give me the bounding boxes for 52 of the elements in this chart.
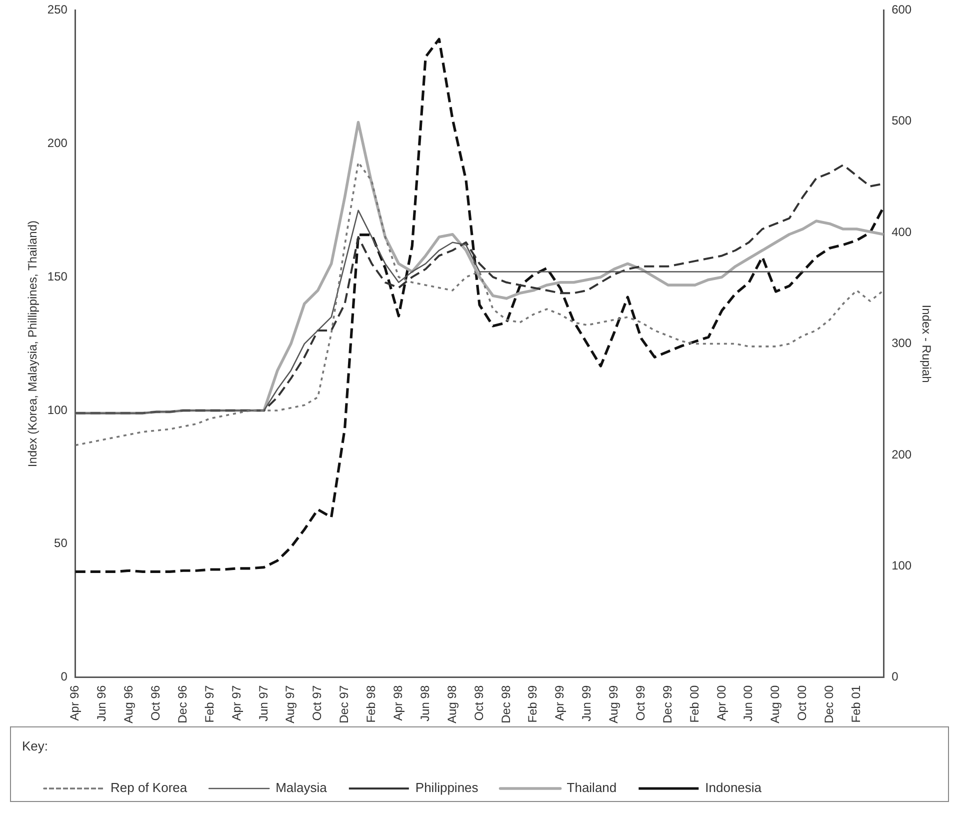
legend-label: Indonesia: [705, 780, 762, 796]
y-tick-label: 0: [60, 670, 68, 684]
y2-tick-label: 400: [892, 224, 912, 239]
x-tick-label: Dec 96: [175, 685, 190, 724]
y2-tick-label: 300: [892, 336, 912, 350]
x-tick-label: Feb 00: [687, 685, 702, 723]
x-tick-label: Jun 99: [580, 685, 594, 722]
x-tick-label: Aug 00: [768, 685, 782, 724]
x-tick-label: Oct 98: [472, 685, 486, 721]
y-tick-label: 50: [54, 536, 68, 550]
legend-label: Malaysia: [276, 780, 328, 796]
x-tick-label: Feb 98: [364, 685, 378, 723]
x-tick-label: Aug 96: [122, 685, 136, 724]
x-tick-label: Aug 97: [283, 685, 298, 724]
x-tick-label: Apr 97: [229, 685, 244, 721]
y-tick-label: 250: [47, 2, 68, 17]
y2-tick-label: 0: [892, 670, 899, 684]
y2-tick-label: 200: [892, 447, 912, 462]
x-tick-label: Aug 98: [444, 685, 459, 724]
x-tick-label: Feb 01: [848, 685, 863, 723]
x-tick-label: Dec 97: [337, 685, 352, 724]
y2-axis-title: Index - Rupiah: [919, 304, 934, 383]
x-tick-label: Apr 98: [390, 685, 405, 721]
x-tick-label: Oct 96: [148, 685, 163, 721]
y-tick-label: 150: [47, 269, 68, 284]
y-tick-label: 200: [47, 136, 68, 150]
legend-label: Philippines: [415, 780, 479, 796]
x-tick-label: Feb 99: [526, 685, 540, 723]
x-tick-label: Oct 97: [310, 685, 324, 721]
legend-label: Thailand: [566, 780, 617, 796]
x-tick-label: Oct 99: [633, 685, 648, 721]
x-tick-label: Apr 00: [714, 685, 728, 721]
x-tick-label: Dec 98: [498, 685, 513, 724]
x-tick-label: Oct 00: [795, 685, 810, 721]
x-tick-label: Feb 97: [202, 685, 216, 723]
y2-tick-label: 500: [892, 114, 912, 128]
x-tick-label: Jun 98: [418, 685, 432, 722]
legend-title: Key:: [22, 738, 48, 754]
line-series: [74, 38, 885, 574]
y2-tick-label: 100: [892, 558, 912, 572]
y-tick-label: 100: [47, 402, 68, 417]
x-tick-label: Apr 99: [552, 685, 567, 721]
y2-tick-label: 600: [892, 2, 912, 17]
y-axis-title: Index (Korea, Malaysia, Phillippines, Thailand): [26, 220, 40, 468]
x-tick-label: Aug 99: [606, 685, 621, 724]
x-tick-label: Jun 97: [256, 685, 270, 722]
x-tick-label: Dec 00: [822, 685, 836, 724]
x-tick-label: Jun 00: [741, 685, 756, 722]
x-tick-label: Dec 99: [660, 685, 674, 724]
legend-label: Rep of Korea: [110, 780, 188, 796]
x-tick-label: Apr 96: [68, 685, 82, 721]
x-tick-label: Jun 96: [94, 685, 109, 722]
